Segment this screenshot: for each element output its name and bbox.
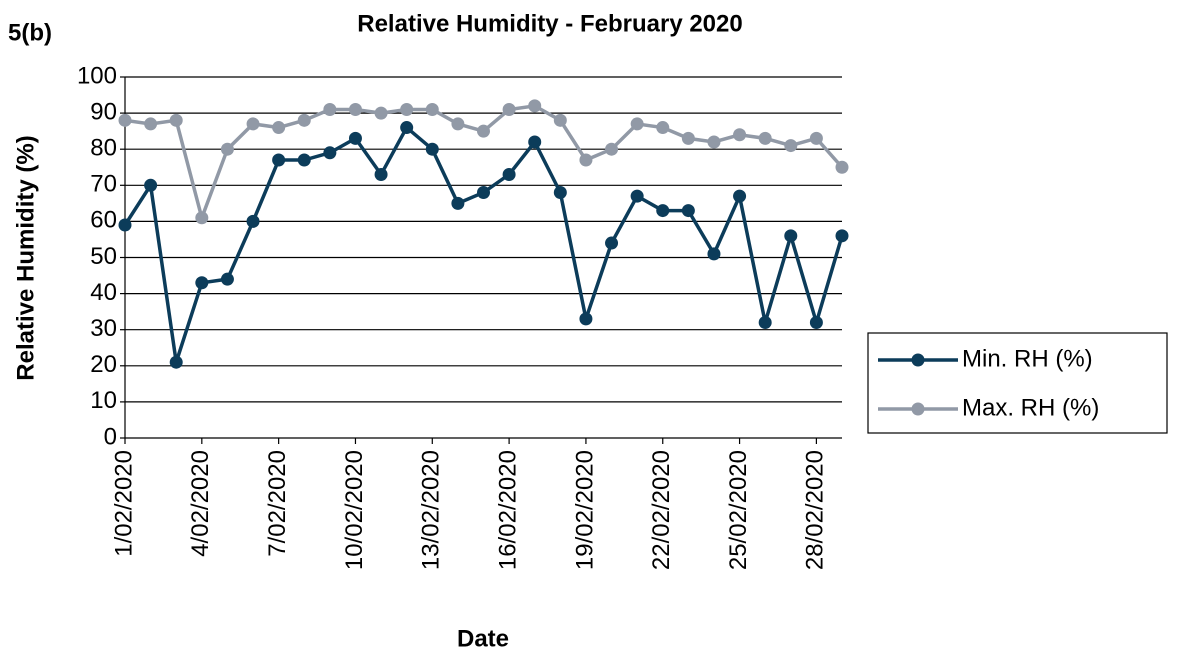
data-point bbox=[784, 229, 798, 243]
data-point bbox=[835, 229, 849, 243]
data-point bbox=[605, 236, 619, 250]
data-point bbox=[579, 153, 593, 167]
x-tick-label: 4/02/2020 bbox=[187, 450, 214, 557]
data-point bbox=[144, 117, 158, 131]
data-point bbox=[630, 189, 644, 203]
y-axis-label: Relative Humidity (%) bbox=[12, 135, 39, 380]
y-tick-label: 20 bbox=[90, 351, 117, 378]
y-tick-label: 60 bbox=[90, 207, 117, 234]
data-point bbox=[118, 113, 132, 127]
data-point bbox=[195, 276, 209, 290]
legend-box bbox=[867, 332, 1168, 434]
data-point bbox=[323, 102, 337, 116]
data-point bbox=[220, 272, 234, 286]
data-point bbox=[323, 146, 337, 160]
data-point bbox=[809, 315, 823, 329]
x-tick-label: 13/02/2020 bbox=[418, 450, 445, 570]
y-tick-label: 100 bbox=[77, 62, 117, 89]
x-tick-label: 25/02/2020 bbox=[725, 450, 752, 570]
y-tick-label: 10 bbox=[90, 387, 117, 414]
data-point bbox=[400, 102, 414, 116]
data-point bbox=[502, 167, 516, 181]
y-tick-label: 50 bbox=[90, 243, 117, 270]
data-point bbox=[733, 128, 747, 142]
x-tick-label: 28/02/2020 bbox=[802, 450, 829, 570]
panel-label: 5(b) bbox=[8, 19, 52, 46]
data-point bbox=[246, 117, 260, 131]
data-point bbox=[528, 135, 542, 149]
legend-label: Min. RH (%) bbox=[962, 345, 1093, 372]
data-point bbox=[809, 131, 823, 145]
y-tick-label: 90 bbox=[90, 98, 117, 125]
data-point bbox=[169, 113, 183, 127]
legend-label: Max. RH (%) bbox=[962, 394, 1099, 421]
data-point bbox=[118, 218, 132, 232]
data-point bbox=[297, 113, 311, 127]
data-point bbox=[733, 189, 747, 203]
y-tick-label: 80 bbox=[90, 135, 117, 162]
data-point bbox=[169, 355, 183, 369]
data-point bbox=[272, 153, 286, 167]
data-point bbox=[246, 214, 260, 228]
legend-marker bbox=[911, 353, 925, 367]
data-point bbox=[681, 131, 695, 145]
x-tick-label: 1/02/2020 bbox=[110, 450, 137, 557]
x-tick-label: 22/02/2020 bbox=[648, 450, 675, 570]
y-tick-label: 70 bbox=[90, 171, 117, 198]
data-point bbox=[374, 167, 388, 181]
data-point bbox=[656, 204, 670, 218]
data-point bbox=[451, 196, 465, 210]
data-point bbox=[681, 204, 695, 218]
data-point bbox=[784, 139, 798, 153]
data-point bbox=[502, 102, 516, 116]
data-point bbox=[528, 99, 542, 113]
y-tick-label: 0 bbox=[104, 423, 117, 450]
data-point bbox=[220, 142, 234, 156]
x-tick-label: 7/02/2020 bbox=[264, 450, 291, 557]
data-point bbox=[579, 312, 593, 326]
data-point bbox=[195, 211, 209, 225]
x-axis-label: Date bbox=[457, 625, 509, 652]
x-tick-label: 19/02/2020 bbox=[571, 450, 598, 570]
data-point bbox=[553, 113, 567, 127]
y-tick-label: 40 bbox=[90, 279, 117, 306]
data-point bbox=[272, 121, 286, 135]
data-point bbox=[451, 117, 465, 131]
data-point bbox=[707, 135, 721, 149]
data-point bbox=[477, 124, 490, 138]
data-point bbox=[758, 315, 772, 329]
data-point bbox=[400, 121, 414, 135]
x-tick-label: 16/02/2020 bbox=[494, 450, 521, 570]
data-point bbox=[553, 186, 567, 200]
data-point bbox=[144, 178, 158, 192]
x-tick-label: 10/02/2020 bbox=[341, 450, 368, 570]
chart-title: Relative Humidity - February 2020 bbox=[357, 10, 742, 37]
data-point bbox=[348, 131, 362, 145]
data-point bbox=[477, 186, 490, 200]
data-point bbox=[297, 153, 311, 167]
data-point bbox=[425, 102, 439, 116]
data-point bbox=[374, 106, 388, 120]
data-point bbox=[758, 131, 772, 145]
legend-marker bbox=[911, 402, 925, 416]
data-point bbox=[425, 142, 439, 156]
y-tick-label: 30 bbox=[90, 315, 117, 342]
data-point bbox=[835, 160, 849, 174]
data-point bbox=[348, 102, 362, 116]
data-point bbox=[707, 247, 721, 261]
data-point bbox=[656, 121, 670, 135]
data-point bbox=[605, 142, 619, 156]
data-point bbox=[630, 117, 644, 131]
